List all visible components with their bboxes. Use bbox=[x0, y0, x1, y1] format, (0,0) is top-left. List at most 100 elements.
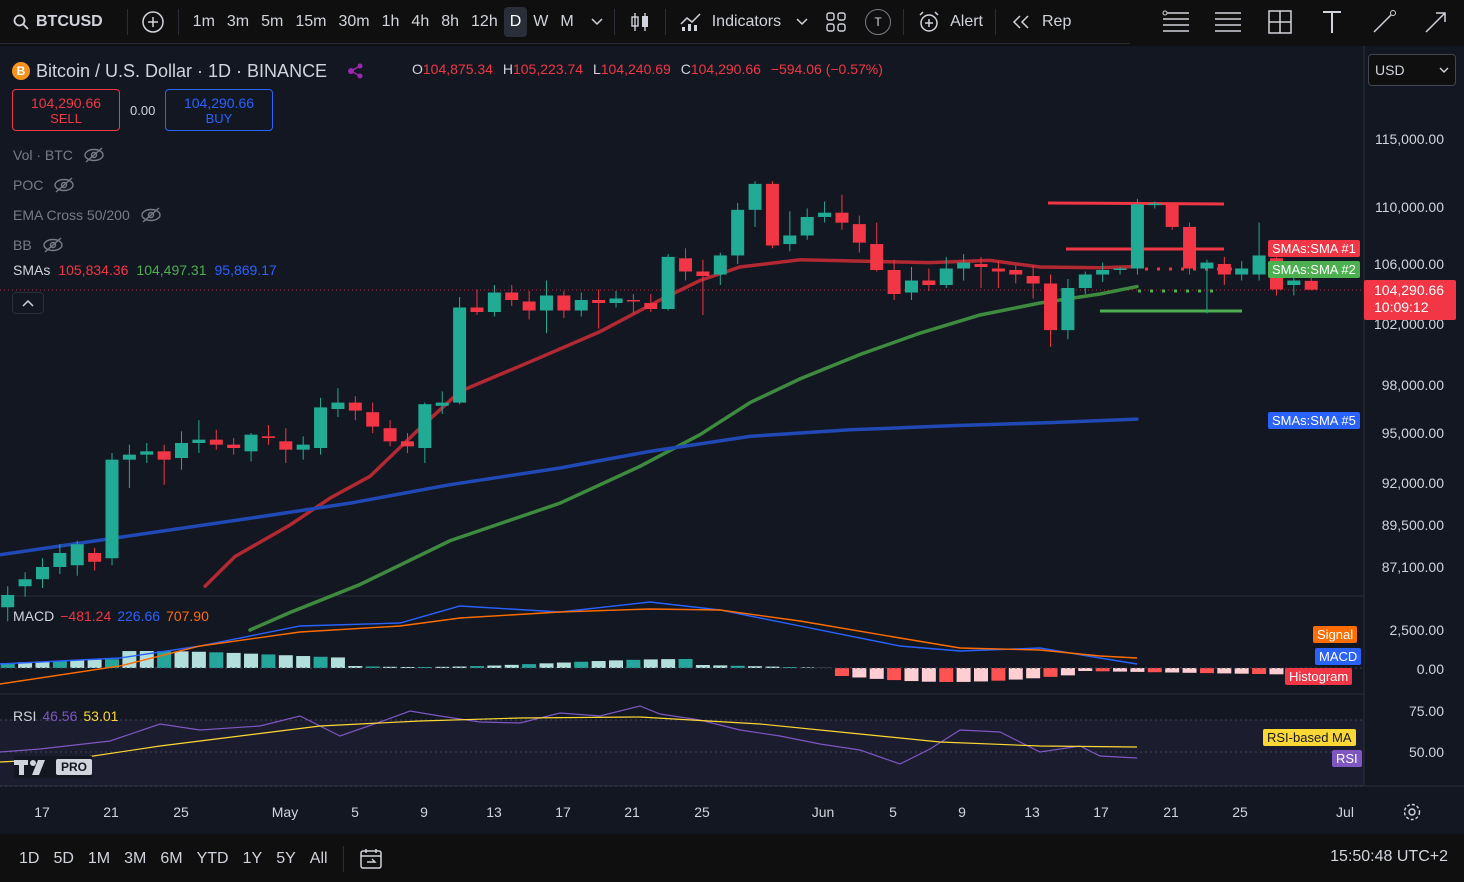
t-badge-button[interactable]: T bbox=[857, 0, 899, 44]
timeframe-1h[interactable]: 1h bbox=[381, 12, 400, 30]
indicator-bb[interactable]: BB bbox=[13, 232, 66, 258]
settings-gear-icon[interactable] bbox=[1399, 799, 1425, 825]
arrow-tool-icon[interactable] bbox=[1420, 9, 1452, 35]
chart-canvas[interactable] bbox=[0, 46, 1464, 834]
range-1y[interactable]: 1Y bbox=[242, 850, 263, 867]
indicator-vol[interactable]: Vol · BTC bbox=[13, 142, 107, 168]
macd-histogram-bar bbox=[887, 668, 902, 681]
timeframe-M[interactable]: M bbox=[560, 12, 574, 30]
candle-body bbox=[348, 402, 362, 411]
lines-tool-icon[interactable] bbox=[1160, 9, 1192, 35]
date-axis-label: 13 bbox=[486, 804, 502, 820]
alert-button[interactable]: Alert bbox=[908, 0, 991, 44]
indicators-dropdown[interactable] bbox=[789, 0, 815, 44]
candle-body bbox=[1217, 264, 1231, 275]
macd-histogram-bar bbox=[1078, 668, 1093, 671]
macd-histogram-bar bbox=[487, 665, 502, 668]
date-axis-label: 9 bbox=[958, 804, 966, 820]
range-3m[interactable]: 3M bbox=[124, 850, 147, 867]
range-1m[interactable]: 1M bbox=[87, 850, 111, 867]
candle-body bbox=[383, 428, 397, 442]
brush-tool-icon[interactable] bbox=[1368, 9, 1400, 35]
chart-area[interactable]: B Bitcoin / U.S. Dollar · 1D · BINANCE O… bbox=[0, 46, 1464, 834]
macd-histogram-bar bbox=[852, 668, 867, 678]
bitcoin-coin-icon: B bbox=[12, 62, 30, 80]
candle-body bbox=[939, 268, 953, 285]
sma2-tag: SMAs:SMA #2 bbox=[1268, 261, 1360, 278]
timeframe-1m[interactable]: 1m bbox=[192, 12, 215, 30]
sma1-tag: SMAs:SMA #1 bbox=[1268, 240, 1360, 257]
change-value: −594.06 (−0.57%) bbox=[770, 61, 883, 77]
timeframe-D[interactable]: D bbox=[503, 6, 528, 37]
macd-signal-value: 707.90 bbox=[166, 608, 209, 624]
symbol-search[interactable]: BTCUSD bbox=[0, 0, 111, 44]
indicators-button[interactable]: Indicators bbox=[670, 0, 789, 44]
range-5y[interactable]: 5Y bbox=[276, 850, 296, 867]
candle-body bbox=[70, 544, 84, 566]
macd-histogram-bar bbox=[18, 662, 33, 668]
t-badge: T bbox=[865, 8, 892, 35]
timeframe-30m[interactable]: 30m bbox=[338, 12, 370, 30]
timeframe-12h[interactable]: 12h bbox=[471, 12, 498, 30]
sma1-line bbox=[203, 257, 1139, 588]
candle-body bbox=[192, 439, 206, 443]
eye-hidden-icon[interactable] bbox=[81, 142, 107, 168]
range-1d[interactable]: 1D bbox=[19, 850, 40, 867]
candle-body bbox=[470, 307, 484, 312]
macd-histogram-bar bbox=[678, 659, 693, 668]
text-tool-icon[interactable] bbox=[1316, 9, 1348, 35]
range-6m[interactable]: 6M bbox=[160, 850, 183, 867]
pro-badge: PRO bbox=[55, 759, 92, 775]
ohlc-values: O104,875.34 H105,223.74 L104,240.69 C104… bbox=[412, 61, 883, 77]
eye-hidden-icon[interactable] bbox=[138, 202, 164, 228]
range-5d[interactable]: 5D bbox=[53, 850, 74, 867]
timeframe-4h[interactable]: 4h bbox=[411, 12, 430, 30]
sell-button[interactable]: 104,290.66 SELL bbox=[12, 89, 120, 131]
rsi-axis-label: 50.00 bbox=[1408, 744, 1444, 760]
timeframe-5m[interactable]: 5m bbox=[261, 12, 284, 30]
shapes-tool-icon[interactable] bbox=[1264, 9, 1296, 35]
replay-button[interactable]: Rep bbox=[1000, 0, 1079, 44]
indicator-poc[interactable]: POC bbox=[13, 172, 77, 198]
indicators-chart-icon bbox=[678, 9, 704, 35]
indicator-smas[interactable]: SMAs 105,834.36 104,497.31 95,869.17 bbox=[13, 262, 277, 278]
range-ytd[interactable]: YTD bbox=[196, 850, 229, 867]
buy-button[interactable]: 104,290.66 BUY bbox=[165, 89, 273, 131]
price-axis-label: 106,000.00 bbox=[1373, 256, 1444, 272]
timeframe-W[interactable]: W bbox=[533, 12, 549, 30]
candle-body bbox=[644, 303, 658, 309]
chart-type-button[interactable] bbox=[619, 0, 661, 44]
collapse-legend-button[interactable] bbox=[12, 292, 44, 314]
currency-select[interactable]: USD bbox=[1368, 54, 1456, 86]
macd-histogram-bar bbox=[974, 668, 988, 682]
timeframe-8h[interactable]: 8h bbox=[441, 12, 460, 30]
tradingview-logo[interactable]: PRO bbox=[14, 756, 92, 778]
timezone-clock[interactable]: 15:50:48 UTC+2 bbox=[1330, 848, 1448, 865]
chevron-down-icon bbox=[590, 9, 604, 35]
goto-date-icon[interactable] bbox=[358, 846, 384, 872]
data-source-icon[interactable] bbox=[343, 58, 369, 84]
date-axis-label: May bbox=[271, 804, 299, 820]
layout-templates-button[interactable] bbox=[815, 0, 857, 44]
date-axis-label: 25 bbox=[694, 804, 710, 820]
macd-histogram-bar bbox=[1113, 668, 1128, 672]
candle-body bbox=[904, 280, 918, 293]
date-axis-label: 25 bbox=[1232, 804, 1248, 820]
timeframe-3m[interactable]: 3m bbox=[226, 12, 250, 30]
candle-body bbox=[418, 404, 432, 448]
compare-symbol-button[interactable] bbox=[132, 0, 174, 44]
sma2-line bbox=[248, 284, 1139, 632]
candle-body bbox=[696, 271, 710, 276]
divider bbox=[613, 8, 615, 35]
low-key: L bbox=[592, 61, 601, 77]
fib-tool-icon[interactable] bbox=[1212, 9, 1244, 35]
macd-histogram-bar bbox=[956, 668, 971, 682]
eye-hidden-icon[interactable] bbox=[40, 232, 66, 258]
range-all[interactable]: All bbox=[309, 850, 328, 867]
indicator-ema-cross[interactable]: EMA Cross 50/200 bbox=[13, 202, 164, 228]
rsi-ma-line bbox=[0, 716, 1138, 763]
candle-body bbox=[331, 402, 345, 409]
eye-hidden-icon[interactable] bbox=[51, 172, 77, 198]
timeframe-15m[interactable]: 15m bbox=[295, 12, 327, 30]
timeframe-dropdown[interactable] bbox=[584, 0, 610, 44]
